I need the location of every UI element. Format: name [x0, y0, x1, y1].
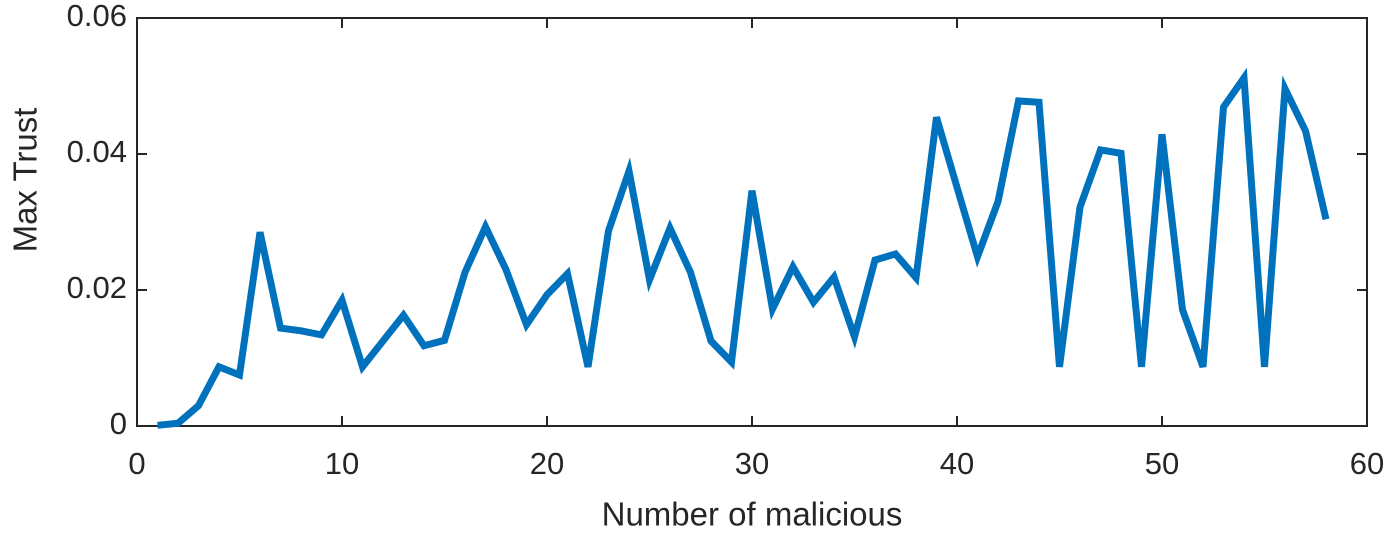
y-tick-label: 0.02 — [67, 270, 127, 305]
x-tick-label: 40 — [940, 446, 974, 481]
x-tick-label: 20 — [530, 446, 564, 481]
y-axis-label: Max Trust — [7, 108, 44, 253]
x-tick-label: 30 — [735, 446, 769, 481]
y-tick-label: 0.04 — [67, 134, 127, 169]
y-tick-label: 0.06 — [67, 0, 127, 33]
x-tick-label: 10 — [325, 446, 359, 481]
x-tick-label: 60 — [1350, 446, 1384, 481]
x-tick-label: 0 — [128, 446, 145, 481]
y-tick-label: 0 — [110, 406, 127, 441]
plot-frame — [136, 17, 1368, 427]
x-axis-label: Number of malicious — [602, 496, 903, 533]
x-tick-label: 50 — [1145, 446, 1179, 481]
data-line — [157, 67, 1330, 429]
